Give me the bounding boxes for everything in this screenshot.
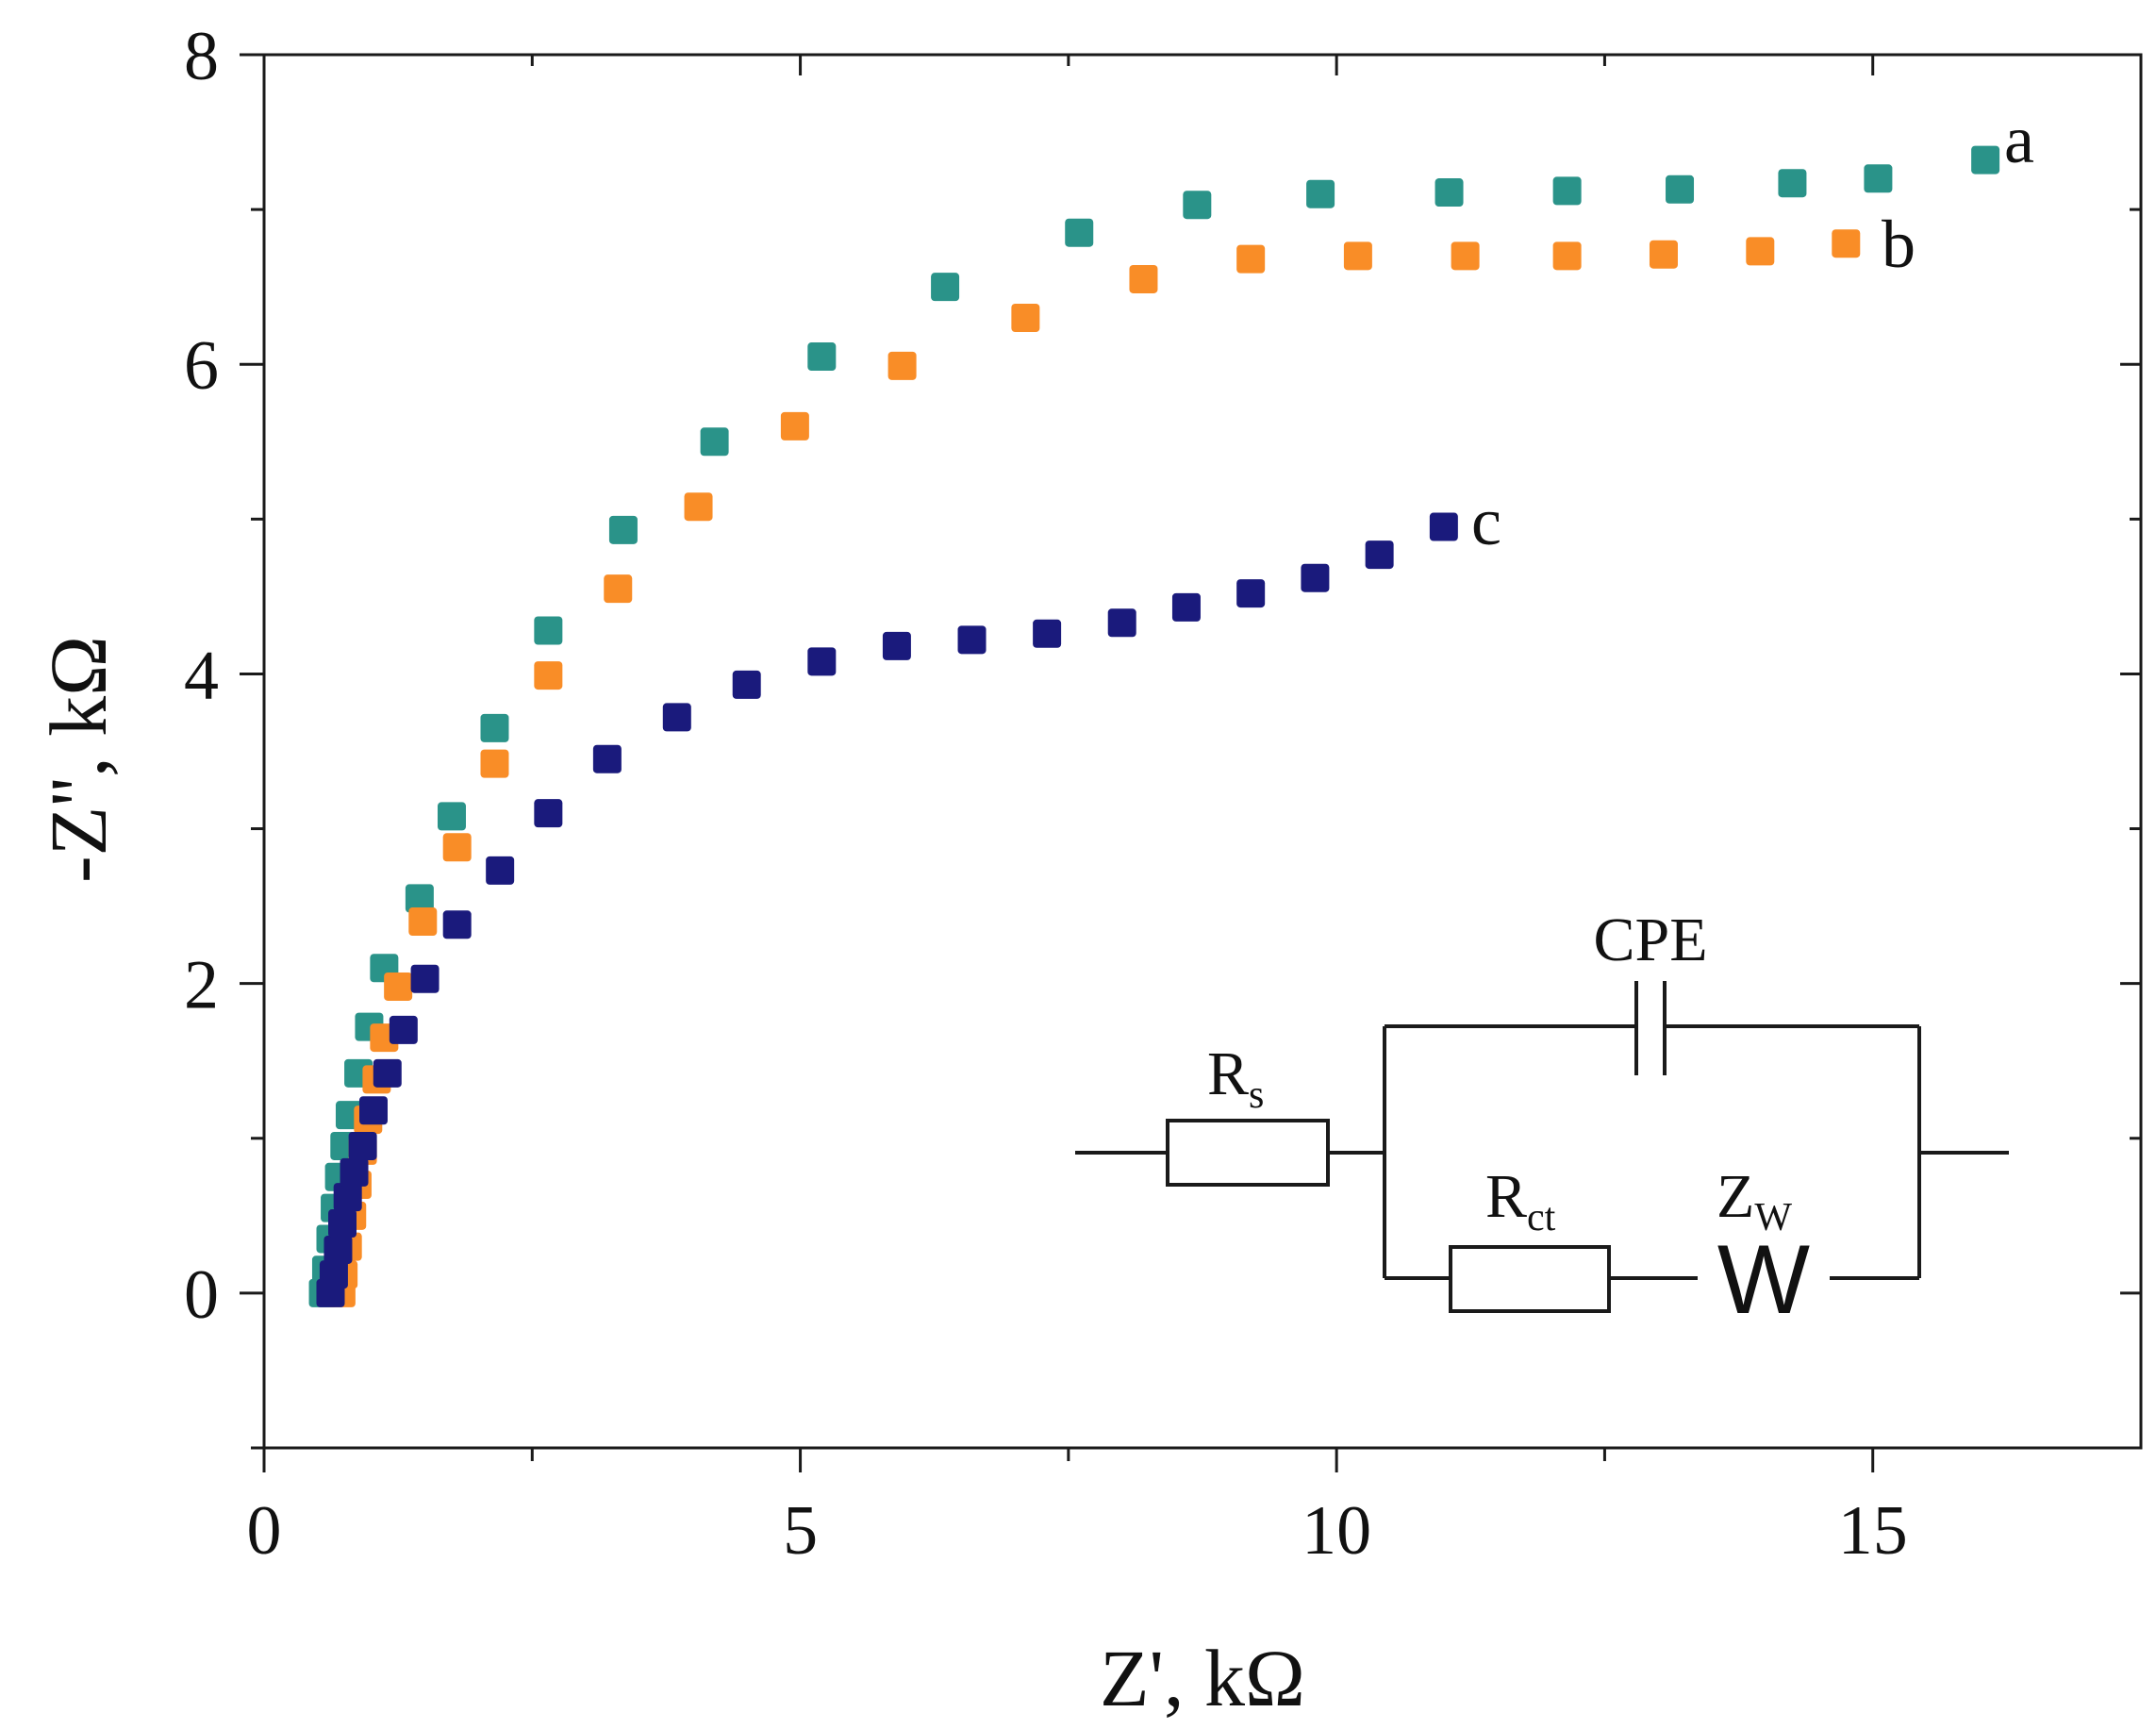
series-b: [326, 229, 1861, 1307]
data-point-c: [1365, 540, 1394, 570]
data-point-b: [780, 411, 809, 441]
data-point-c: [319, 1260, 348, 1289]
data-point-a: [1552, 176, 1582, 206]
x-tick-label: 0: [247, 1492, 282, 1570]
data-point-b: [684, 492, 713, 522]
y-tick-label: 8: [184, 18, 219, 95]
data-point-c: [1107, 608, 1136, 638]
data-point-a: [700, 427, 729, 457]
data-point-a: [1065, 218, 1094, 247]
data-point-b: [534, 661, 563, 690]
data-point-c: [340, 1157, 369, 1187]
y-tick-label: 0: [184, 1256, 219, 1334]
data-point-c: [1033, 619, 1062, 648]
x-tick-label: 5: [783, 1492, 818, 1570]
data-point-a: [1778, 169, 1807, 198]
rs-label: Rs: [1207, 1039, 1264, 1117]
axis-tick-labels: 0 5 10 15 0 2 4 6 8: [184, 18, 1908, 1570]
data-point-a: [931, 273, 960, 302]
data-point-c: [1301, 563, 1330, 592]
x-axis-title: Z', kΩ: [1100, 1633, 1305, 1723]
data-point-b: [1746, 237, 1775, 266]
series-label-a: a: [2004, 102, 2034, 177]
data-point-b: [480, 749, 509, 778]
data-point-a: [1306, 179, 1335, 208]
x-tick-label: 10: [1302, 1492, 1371, 1570]
data-point-b: [1011, 303, 1040, 332]
data-point-c: [373, 1058, 402, 1088]
data-point-a: [1666, 175, 1695, 204]
series-c: [316, 512, 1458, 1307]
data-point-a: [480, 713, 509, 742]
axis-ticks: [240, 53, 2141, 1472]
data-point-a: [1183, 191, 1212, 220]
data-point-b: [1552, 241, 1582, 271]
zw-label: ZW: [1717, 1162, 1792, 1239]
data-point-c: [486, 856, 515, 885]
data-point-a: [405, 884, 434, 913]
data-point-b: [1649, 240, 1678, 269]
y-tick-label: 6: [184, 327, 219, 405]
data-point-a: [1435, 178, 1464, 208]
rct-label: Rct: [1485, 1162, 1556, 1239]
cpe-label: CPE: [1593, 906, 1707, 974]
data-point-b: [887, 351, 917, 380]
data-point-a: [1864, 164, 1893, 193]
warburg-element: W: [1717, 1225, 1810, 1335]
data-point-b: [1343, 241, 1372, 271]
series-label-b: b: [1882, 207, 1916, 282]
data-point-c: [410, 964, 439, 993]
data-points: [308, 145, 2000, 1307]
x-tick-label: 15: [1838, 1492, 1908, 1570]
data-point-b: [384, 972, 413, 1001]
data-point-a: [534, 616, 563, 645]
y-axis-title: -Z'', kΩ: [33, 636, 124, 883]
data-point-c: [662, 703, 691, 732]
data-point-c: [389, 1015, 418, 1044]
resistor-rs: [1166, 1119, 1330, 1187]
y-tick-label: 2: [184, 947, 219, 1024]
data-point-c: [1429, 512, 1458, 541]
data-point-c: [592, 744, 622, 773]
series-label-c: c: [1471, 484, 1501, 559]
y-tick-label: 4: [184, 637, 219, 714]
data-point-c: [358, 1096, 388, 1125]
series-a: [308, 145, 2000, 1307]
data-point-c: [1236, 579, 1266, 608]
data-point-a: [608, 515, 638, 544]
data-point-c: [348, 1131, 377, 1160]
data-point-c: [328, 1209, 357, 1239]
data-point-c: [957, 625, 987, 655]
data-point-c: [732, 670, 761, 699]
data-point-a: [1971, 145, 2000, 175]
data-point-c: [807, 647, 837, 676]
data-point-c: [1171, 592, 1201, 622]
plot-frame: [262, 53, 2143, 1450]
data-point-c: [323, 1235, 353, 1264]
data-point-a: [807, 342, 837, 372]
data-point-c: [333, 1183, 362, 1212]
data-point-b: [442, 833, 472, 862]
data-point-c: [534, 799, 563, 828]
data-point-a: [438, 802, 466, 831]
data-point-b: [604, 574, 633, 604]
data-point-b: [1832, 229, 1861, 258]
data-point-c: [882, 631, 911, 660]
equivalent-circuit-inset: Rs CPE Rct ZW W: [1075, 906, 2009, 1335]
data-point-b: [1236, 244, 1266, 274]
data-point-b: [408, 907, 438, 937]
data-point-c: [442, 910, 472, 939]
resistor-rct: [1449, 1245, 1611, 1313]
data-point-b: [1129, 264, 1158, 293]
data-point-b: [1451, 241, 1480, 271]
